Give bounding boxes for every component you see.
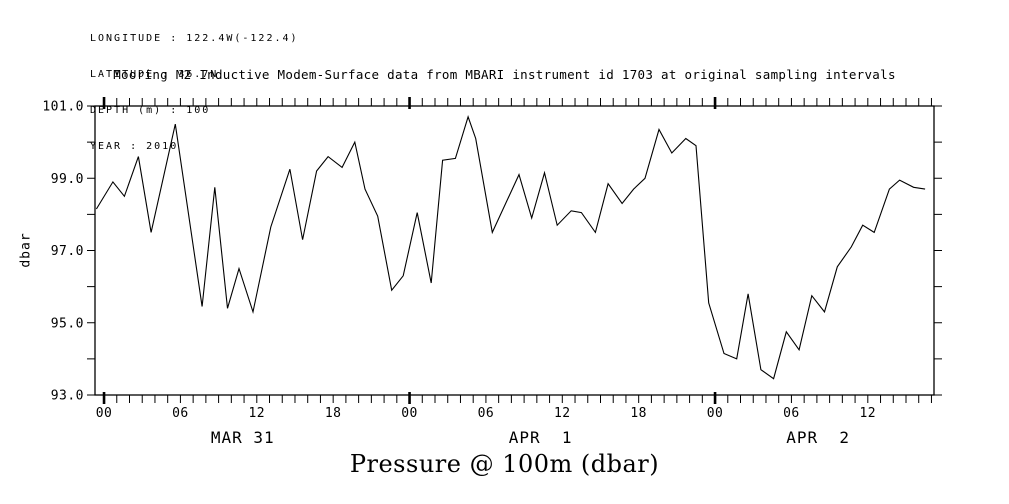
metadata-depth: DEPTH (m) : 100 bbox=[90, 105, 211, 116]
metadata-block: LONGITUDE : 122.4W(-122.4) LATITUDE : 36… bbox=[90, 9, 299, 165]
axes bbox=[87, 97, 942, 404]
y-tick-label: 99.0 bbox=[51, 172, 84, 187]
y-tick-label: 95.0 bbox=[51, 316, 84, 331]
axis-labels: 93.0 95.0 97.0 99.0 101.0 00 06 12 18 00 06 12 18 00 0… bbox=[42, 100, 876, 448]
x-tick-label: 12 bbox=[859, 406, 876, 421]
x-tick-label: 12 bbox=[554, 406, 571, 421]
x-tick-label: 00 bbox=[401, 406, 418, 421]
x-tick-label: 12 bbox=[248, 406, 265, 421]
x-tick-label: 18 bbox=[325, 406, 342, 421]
chart-title: Mooring M2 Inductive Modem-Surface data … bbox=[113, 67, 896, 82]
x-tick-label: 06 bbox=[478, 406, 495, 421]
x-date-label: APR 2 bbox=[786, 428, 850, 447]
x-date-label: MAR 31 bbox=[211, 428, 275, 447]
chart-caption: Pressure @ 100m (dbar) bbox=[349, 450, 660, 478]
y-tick-label: 93.0 bbox=[51, 389, 84, 404]
metadata-longitude: LONGITUDE : 122.4W(-122.4) bbox=[90, 33, 299, 44]
x-date-label: APR 1 bbox=[509, 428, 573, 447]
x-tick-label: 00 bbox=[707, 406, 724, 421]
y-tick-label: 101.0 bbox=[42, 100, 84, 115]
x-tick-label: 06 bbox=[783, 406, 800, 421]
x-tick-label: 18 bbox=[630, 406, 647, 421]
y-tick-label: 97.0 bbox=[51, 244, 84, 259]
x-tick-label: 06 bbox=[172, 406, 189, 421]
pressure-data-line bbox=[95, 115, 926, 380]
metadata-year: YEAR : 2010 bbox=[90, 141, 179, 152]
y-axis-label: dbar bbox=[18, 232, 34, 268]
x-tick-label: 00 bbox=[96, 406, 113, 421]
metadata-latitude: LATITUDE : 36.7N bbox=[90, 69, 219, 80]
